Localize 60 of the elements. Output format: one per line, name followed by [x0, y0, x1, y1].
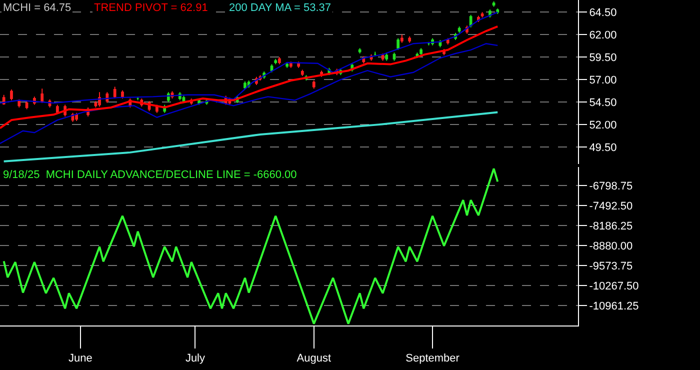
x-tick-label: June	[68, 352, 92, 365]
candlestick	[358, 48, 362, 54]
candlestick	[400, 34, 404, 44]
text: 200 DAY MA = 53.37	[229, 2, 332, 14]
x-tick-label: September	[406, 352, 460, 365]
candlestick	[469, 14, 472, 28]
candlestick	[300, 69, 304, 76]
text: TREND PIVOT = 62.91	[94, 2, 208, 14]
candlestick	[40, 88, 44, 104]
candlestick	[289, 61, 292, 68]
x-tick-label: August	[296, 352, 332, 365]
text: 9/18/25 MCHI DAILY ADVANCE/DECLINE LINE = -6660.00	[3, 169, 297, 181]
x-tick-label: July	[185, 352, 206, 365]
candlestick	[496, 8, 500, 14]
candlestick	[274, 58, 278, 65]
y-tick-label: -10961.25	[589, 300, 639, 312]
candlestick	[480, 12, 484, 18]
y-tick-label: 52.00	[589, 119, 617, 132]
candlestick	[106, 92, 109, 104]
candlestick	[136, 96, 140, 101]
line-series	[2, 168, 499, 325]
candlestick	[396, 38, 400, 50]
y-tick-label: 62.00	[589, 29, 617, 42]
line-series	[2, 111, 499, 162]
y-tick-label: 57.00	[589, 74, 617, 86]
candlestick	[374, 51, 377, 57]
line-series	[0, 43, 498, 144]
y-tick-label: -8186.25	[589, 220, 633, 232]
y-tick-label: -7492.50	[589, 200, 633, 212]
candlestick	[392, 52, 396, 62]
y-tick-label: 64.50	[589, 6, 617, 19]
candlestick	[385, 53, 388, 62]
candlestick	[18, 98, 21, 108]
line-series	[0, 12, 498, 104]
candlestick	[312, 80, 316, 90]
candlestick	[278, 56, 281, 65]
candlestick	[244, 80, 246, 90]
candlestick	[10, 88, 13, 101]
y-tick-label: 49.50	[589, 142, 617, 154]
y-tick-label: -9573.75	[589, 260, 633, 272]
y-tick-label: -6798.75	[589, 180, 633, 192]
candlestick	[121, 90, 124, 99]
candlestick	[56, 104, 59, 114]
candlestick	[25, 100, 28, 110]
candlestick	[458, 26, 461, 34]
y-tick-label: 59.50	[589, 52, 617, 64]
candlestick	[420, 48, 422, 56]
candlestick	[408, 36, 412, 44]
candlestick	[113, 86, 116, 99]
candlestick	[98, 92, 101, 108]
y-tick-label: -8880.00	[589, 240, 633, 252]
annotation: MCHI = 64.75	[3, 2, 72, 14]
candlestick	[427, 41, 430, 46]
candlestick	[492, 0, 496, 8]
candlestick	[446, 38, 450, 46]
candlestick	[75, 112, 78, 122]
line-series	[0, 25, 499, 130]
y-tick-label: -10267.50	[589, 280, 639, 292]
y-tick-label: 54.50	[589, 96, 617, 109]
candlestick	[286, 62, 289, 68]
